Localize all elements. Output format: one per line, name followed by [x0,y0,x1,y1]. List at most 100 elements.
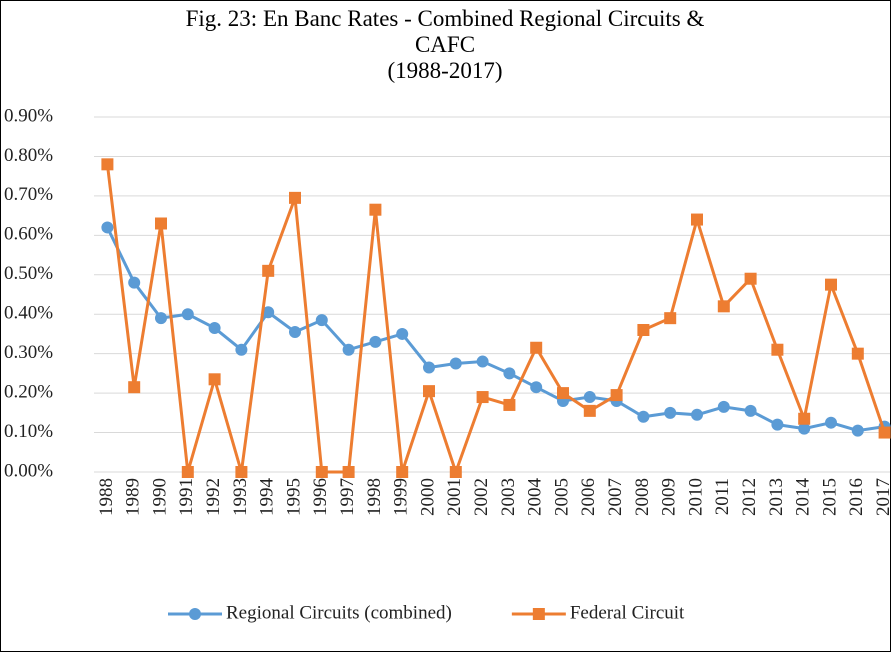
y-tick-label: 0.80% [4,145,53,166]
x-tick-label: 2011 [712,478,733,515]
x-tick-label: 1989 [123,478,144,516]
chart-title: Fig. 23: En Banc Rates - Combined Region… [185,6,705,57]
y-tick-label: 0.30% [4,342,53,363]
marker [369,335,382,348]
x-tick-label: 2007 [605,478,626,516]
marker [771,418,784,431]
marker [289,325,301,338]
x-tick-label: 1994 [257,478,278,517]
marker [262,264,275,277]
marker [530,381,543,394]
marker [449,357,462,370]
marker [181,466,194,478]
x-tick-label: 2015 [819,478,840,516]
marker [825,416,837,429]
marker [396,466,409,478]
marker [503,367,516,380]
x-tick-label: 2017 [873,478,891,516]
marker [449,466,462,478]
marker [851,424,864,437]
y-tick-label: 0.40% [4,303,53,324]
x-tick-label: 1999 [391,478,412,516]
marker [637,324,650,336]
marker [128,381,141,394]
marker [691,213,703,226]
marker [476,355,489,368]
y-tick-label: 0.90% [4,105,53,126]
marker [637,410,650,423]
marker [825,278,837,291]
marker [101,221,114,234]
x-tick-label: 2009 [659,478,680,516]
legend-label: Federal Circuit [570,602,685,623]
marker [315,466,328,478]
marker [101,158,114,171]
marker [664,312,677,325]
y-tick-label: 0.10% [4,421,53,442]
x-tick-label: 2013 [766,478,787,516]
x-tick-label: 1995 [283,478,304,516]
x-tick-label: 1992 [203,478,224,516]
marker [208,322,221,335]
x-tick-label: 1993 [230,478,251,516]
x-tick-label: 2000 [417,478,438,516]
marker [208,373,221,386]
marker [235,343,248,356]
series-line [105,164,887,477]
marker [423,385,435,398]
marker [530,341,543,354]
marker [583,404,596,417]
marker [583,391,596,404]
x-tick-label: 1997 [337,478,358,516]
chart-subtitle: (1988-2017) [387,58,503,83]
marker [771,343,784,356]
x-tick-label: 2016 [846,478,867,516]
marker [342,466,355,478]
y-tick-label: 0.00% [4,460,53,481]
x-tick-label: 1988 [96,478,117,516]
x-tick-label: 2012 [739,478,760,516]
x-tick-label: 2003 [498,478,519,516]
marker [664,406,677,419]
x-tick-label: 2004 [525,478,546,517]
marker [610,389,623,402]
x-tick-label: 2010 [685,478,706,516]
marker [155,217,167,230]
x-tick-label: 1991 [176,478,197,516]
marker [717,300,730,313]
marker [851,347,864,360]
legend-marker [189,608,201,620]
x-tick-label: 1990 [149,478,170,516]
marker [235,466,248,478]
x-tick-label: 2008 [632,478,653,516]
chart-title-block: Fig. 23: En Banc Rates - Combined Region… [165,6,725,84]
marker [503,398,516,411]
x-tick-label: 2002 [471,478,492,516]
marker [878,426,891,439]
marker [181,308,194,321]
marker [289,191,301,204]
x-tick-label: 2014 [793,478,814,517]
marker [557,387,569,400]
legend-marker [532,608,545,620]
marker [744,272,757,285]
marker [744,404,757,417]
marker [798,412,811,425]
marker [262,306,275,319]
marker [342,343,355,356]
marker [798,422,811,435]
x-tick-label: 2001 [444,478,465,516]
marker [128,276,141,289]
x-tick-label: 1996 [310,478,331,516]
marker [369,203,382,216]
marker [396,327,409,340]
x-tick-label: 2005 [551,478,572,516]
marker [315,314,328,327]
legend-label: Regional Circuits (combined) [226,602,452,623]
marker [155,312,167,325]
marker [476,391,489,404]
marker [691,408,703,421]
